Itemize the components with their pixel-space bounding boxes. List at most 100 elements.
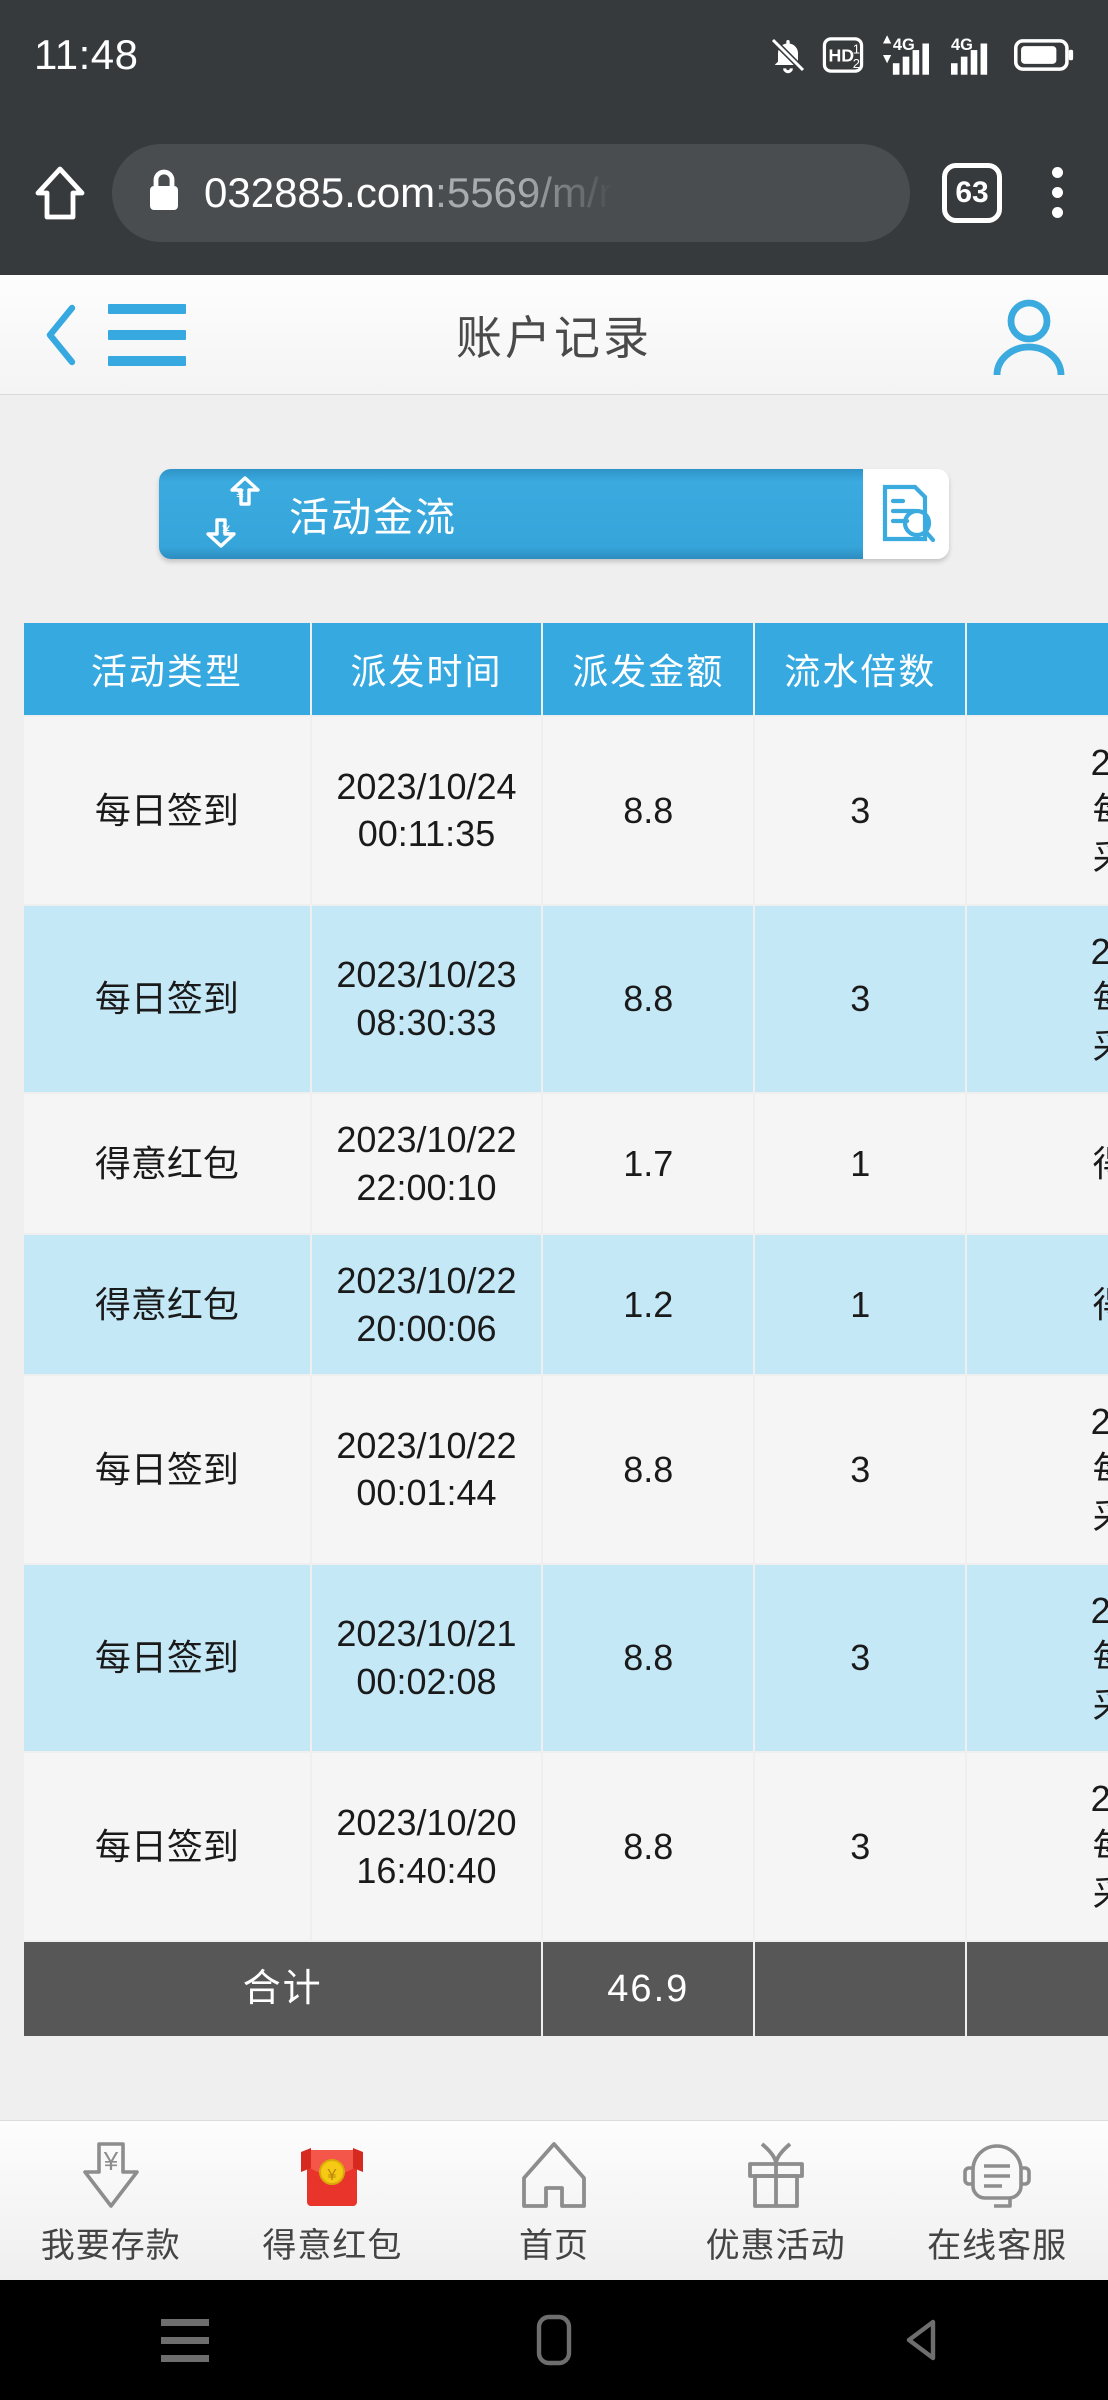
column-header-multiplier[interactable]: 流水倍数	[755, 623, 966, 715]
cell-extra: 得	[967, 1094, 1108, 1234]
records-table-scroll[interactable]: 活动类型 派发时间 派发金额 流水倍数 每日签到 2023/10/24 00:11:…	[0, 621, 1108, 2038]
cell-turnover-multiplier: 1	[755, 1094, 966, 1234]
cell-dispatch-time: 2023/10/20 16:40:40	[311, 1753, 542, 1940]
customer-service-icon	[960, 2134, 1034, 2212]
total-extra	[967, 1941, 1108, 2036]
svg-text:¥: ¥	[327, 2167, 337, 2184]
document-search-icon[interactable]	[863, 469, 949, 559]
tab-label-promotions: 优惠活动	[705, 2227, 846, 2265]
cell-dispatch-amount: 8.8	[543, 717, 754, 904]
android-nav-bar	[0, 2280, 1108, 2400]
svg-text:1: 1	[853, 41, 860, 56]
tab-home[interactable]: 首页	[443, 2134, 665, 2267]
android-status-bar: 11:48 HD 1 2	[0, 0, 1108, 110]
home-square-icon[interactable]	[494, 2280, 614, 2400]
tab-customer-service[interactable]: 在线客服	[886, 2134, 1108, 2267]
url-path: :5569/m/r	[435, 168, 613, 216]
back-triangle-icon[interactable]	[863, 2280, 983, 2400]
svg-text:¥: ¥	[235, 486, 244, 502]
deposit-arrow-yen-icon: ¥	[75, 2134, 147, 2212]
total-multiplier	[755, 1941, 966, 2036]
cell-dispatch-amount: 8.8	[543, 905, 754, 1093]
cell-dispatch-amount: 1.2	[543, 1235, 754, 1375]
hamburger-menu-icon[interactable]	[102, 298, 192, 372]
cell-dispatch-time: 2023/10/22 00:01:44	[311, 1376, 542, 1563]
recents-icon[interactable]	[125, 2280, 245, 2400]
signal-4g-2-icon: 4G	[948, 32, 1000, 78]
tab-label-customer-service: 在线客服	[927, 2227, 1068, 2265]
cell-dispatch-time: 2023/10/23 08:30:33	[311, 905, 542, 1093]
banner-area: ¥ ¥ 活动金流	[0, 395, 1108, 559]
total-label: 合计	[24, 1941, 542, 2036]
money-flow-icon: ¥ ¥	[197, 475, 271, 553]
battery-icon	[1014, 36, 1074, 74]
tab-deposit[interactable]: ¥ 我要存款	[0, 2134, 222, 2267]
column-header-type[interactable]: 活动类型	[24, 623, 310, 715]
cell-extra: 20每采	[967, 1753, 1108, 1940]
banner-main[interactable]: ¥ ¥ 活动金流	[159, 469, 863, 559]
svg-text:2: 2	[853, 56, 860, 71]
cell-activity-type: 得意红包	[24, 1094, 310, 1234]
kebab-menu-icon[interactable]	[1030, 157, 1084, 229]
activity-cashflow-banner[interactable]: ¥ ¥ 活动金流	[159, 469, 949, 559]
tab-red-packet[interactable]: ¥ 得意红包	[222, 2134, 444, 2267]
cell-activity-type: 每日签到	[24, 1376, 310, 1563]
url-host: 032885.com	[204, 168, 436, 216]
browser-toolbar: 032885.com:5569/m/r 63	[0, 110, 1108, 275]
svg-text:¥: ¥	[221, 522, 230, 538]
page-header: 账户记录	[0, 275, 1108, 395]
svg-text:4G: 4G	[893, 36, 915, 54]
bottom-tab-bar: ¥ 我要存款 ¥ 得意红包	[0, 2120, 1108, 2280]
tab-promotions[interactable]: 优惠活动	[665, 2134, 887, 2267]
user-avatar-icon[interactable]	[984, 290, 1074, 380]
status-icon-group: HD 1 2 4G 4G	[768, 32, 1074, 78]
gift-icon	[740, 2134, 812, 2212]
cell-extra: 得	[967, 1235, 1108, 1375]
hd-voice-icon: HD 1 2	[822, 33, 864, 77]
column-header-extra[interactable]	[967, 623, 1108, 715]
cell-activity-type: 每日签到	[24, 1564, 310, 1752]
cell-turnover-multiplier: 3	[755, 905, 966, 1093]
svg-text:¥: ¥	[103, 2146, 119, 2176]
page-content: ¥ ¥ 活动金流	[0, 395, 1108, 2120]
home-icon	[518, 2134, 590, 2212]
column-header-amount[interactable]: 派发金额	[543, 623, 754, 715]
records-table-body: 每日签到2023/10/2400:11:358.8320每采每日签到2023/1…	[24, 717, 1108, 2036]
cell-turnover-multiplier: 3	[755, 717, 966, 904]
cell-extra: 20每采	[967, 905, 1108, 1093]
cell-turnover-multiplier: 1	[755, 1235, 966, 1375]
cell-extra: 20每采	[967, 717, 1108, 904]
cell-dispatch-amount: 1.7	[543, 1094, 754, 1234]
cell-extra: 20每采	[967, 1376, 1108, 1563]
tab-label-deposit: 我要存款	[40, 2227, 181, 2265]
tab-label-red-packet: 得意红包	[262, 2227, 403, 2265]
cell-activity-type: 每日签到	[24, 905, 310, 1093]
cell-dispatch-amount: 8.8	[543, 1564, 754, 1752]
cell-extra: 20每采	[967, 1564, 1108, 1752]
cell-turnover-multiplier: 3	[755, 1564, 966, 1752]
svg-text:HD: HD	[828, 45, 854, 65]
tab-label-home: 首页	[518, 2227, 589, 2265]
cell-dispatch-amount: 8.8	[543, 1753, 754, 1940]
tab-counter-button[interactable]: 63	[942, 162, 1002, 223]
cell-turnover-multiplier: 3	[755, 1376, 966, 1563]
browser-home-button[interactable]	[24, 157, 96, 229]
signal-4g-1-icon: 4G	[878, 32, 934, 78]
cell-dispatch-amount: 8.8	[543, 1376, 754, 1563]
column-header-time[interactable]: 派发时间	[311, 623, 542, 715]
url-bar[interactable]: 032885.com:5569/m/r	[112, 143, 910, 242]
table-header-row: 活动类型 派发时间 派发金额 流水倍数	[24, 623, 1108, 715]
red-packet-icon: ¥	[297, 2134, 367, 2212]
cell-dispatch-time: 2023/10/22 22:00:10	[311, 1094, 542, 1234]
back-button[interactable]	[34, 298, 88, 372]
table-total-row: 合计 46.9	[24, 1941, 1108, 2036]
status-clock: 11:48	[34, 31, 139, 78]
